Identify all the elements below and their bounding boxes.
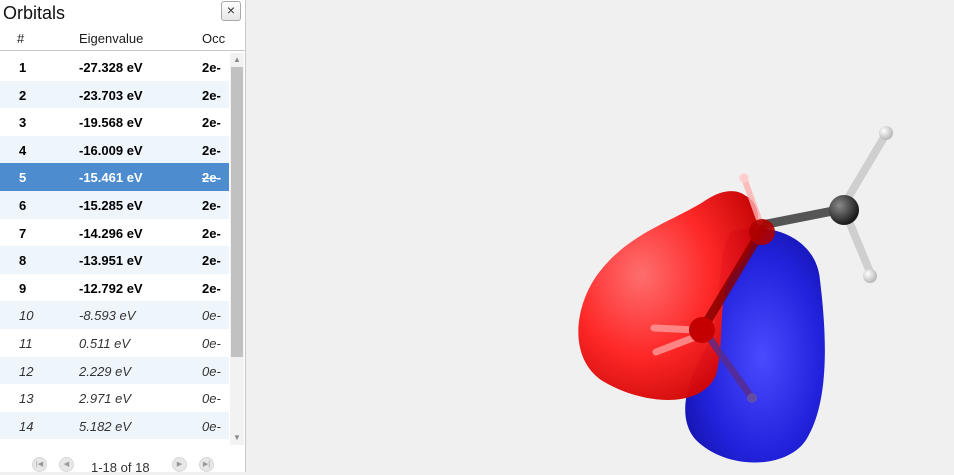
row-occupancy: 2e- <box>202 253 221 269</box>
row-index: 11 <box>19 335 33 351</box>
row-index: 5 <box>19 170 27 186</box>
row-eigenvalue: -15.285 eV <box>79 197 143 213</box>
carbon-atom-center <box>749 219 775 245</box>
bond-c-h-left2 <box>652 332 702 356</box>
row-eigenvalue: -19.568 eV <box>79 115 143 131</box>
first-page-icon[interactable]: |◀ <box>32 457 47 472</box>
row-occupancy: 2e- <box>202 142 221 158</box>
column-header-index[interactable]: # <box>17 31 25 46</box>
orbital-table-body: 1 -27.328 eV 2e- 2 -23.703 eV 2e- 3 -19.568 eV 2… <box>0 53 229 440</box>
row-occupancy: 0e- <box>202 418 221 434</box>
next-page-icon[interactable]: ▶ <box>172 457 187 472</box>
table-row[interactable]: 7 -14.296 eV 2e- <box>0 219 229 247</box>
row-index: 4 <box>19 142 27 158</box>
row-eigenvalue: -12.792 eV <box>79 280 143 296</box>
row-eigenvalue: -15.461 eV <box>79 170 143 186</box>
bond-back <box>757 205 843 230</box>
table-row[interactable]: 4 -16.009 eV 2e- <box>0 135 229 164</box>
table-row[interactable]: 5 -15.461 eV 2e- <box>0 163 229 191</box>
row-occupancy: 2e- <box>202 170 221 186</box>
table-header: # Eigenvalue Occ <box>0 26 245 51</box>
table-row[interactable]: 11 0.511 eV 0e- <box>0 329 229 357</box>
orbital-render <box>578 126 893 463</box>
row-index: 13 <box>19 391 34 407</box>
row-eigenvalue: 5.182 eV <box>79 418 132 434</box>
table-row[interactable]: 14 5.182 eV 0e- <box>0 411 229 440</box>
carbon-atom-methyl <box>829 195 859 225</box>
column-header-eigenvalue[interactable]: Eigenvalue <box>79 31 144 46</box>
scroll-down-arrow-icon[interactable]: ▼ <box>233 433 241 442</box>
pager-range-text: 1-18 of 18 <box>91 460 150 475</box>
molecule-viewer[interactable] <box>246 0 954 472</box>
carbon-atom-lower <box>689 317 715 343</box>
row-occupancy: 2e- <box>202 280 221 296</box>
row-index: 12 <box>19 363 34 379</box>
table-row[interactable]: 8 -13.951 eV 2e- <box>0 246 229 274</box>
last-page-icon[interactable]: ▶| <box>199 457 214 472</box>
panel-titlebar: Orbitals × <box>0 0 245 26</box>
row-eigenvalue: -27.328 eV <box>79 60 143 75</box>
row-index: 9 <box>19 280 27 296</box>
row-occupancy: 2e- <box>202 60 221 75</box>
column-header-occupancy[interactable]: Occ <box>202 31 226 46</box>
row-index: 8 <box>19 253 27 269</box>
table-row[interactable]: 9 -12.792 eV 2e- <box>0 274 229 302</box>
hydrogen-atom-top-right <box>879 126 893 140</box>
row-eigenvalue: -13.951 eV <box>79 253 143 269</box>
row-index: 2 <box>19 87 27 103</box>
panel-title: Orbitals <box>3 3 66 23</box>
bond-c-h-left <box>650 324 700 334</box>
row-index: 10 <box>19 308 34 324</box>
row-occupancy: 0e- <box>202 391 221 407</box>
scroll-up-arrow-icon[interactable]: ▲ <box>233 55 241 64</box>
row-index: 14 <box>19 418 34 434</box>
table-scrollbar[interactable]: ▲ ▼ <box>230 53 244 445</box>
row-index: 7 <box>19 225 27 241</box>
scrollbar-thumb[interactable] <box>231 67 243 357</box>
hydrogen-atom-top <box>739 173 749 183</box>
row-index: 1 <box>19 60 27 75</box>
bond-c-h-lower <box>704 332 756 402</box>
table-row[interactable]: 12 2.229 eV 0e- <box>0 356 229 385</box>
row-index: 3 <box>19 115 27 131</box>
row-occupancy: 2e- <box>202 87 221 103</box>
row-eigenvalue: -14.296 eV <box>79 225 143 241</box>
row-occupancy: 2e- <box>202 115 221 131</box>
row-eigenvalue: -16.009 eV <box>79 142 143 158</box>
row-occupancy: 2e- <box>202 225 221 241</box>
bond-c-c <box>697 225 767 335</box>
row-occupancy: 0e- <box>202 308 221 324</box>
row-occupancy: 0e- <box>202 335 221 351</box>
row-occupancy: 2e- <box>202 197 221 213</box>
table-row[interactable]: 3 -19.568 eV 2e- <box>0 108 229 136</box>
table-row[interactable]: 10 -8.593 eV 0e- <box>0 301 229 329</box>
row-eigenvalue: -23.703 eV <box>79 87 143 103</box>
table-row[interactable]: 2 -23.703 eV 2e- <box>0 80 229 109</box>
orbitals-panel: Orbitals × # Eigenvalue Occ 1 -27.328 eV 2… <box>0 0 246 475</box>
pager: |◀ ◀ 1-18 of 18 ▶ ▶| <box>0 452 245 475</box>
close-button[interactable]: × <box>221 1 241 21</box>
hydrogen-atom-lower <box>747 393 757 403</box>
hydrogen-atom-right <box>863 269 877 283</box>
row-eigenvalue: 0.511 eV <box>79 335 131 351</box>
table-row[interactable]: 1 -27.328 eV 2e- <box>0 53 229 81</box>
bond-h-far <box>838 130 890 212</box>
table-row[interactable]: 13 2.971 eV 0e- <box>0 384 229 412</box>
row-eigenvalue: 2.971 eV <box>79 391 132 407</box>
row-eigenvalue: 2.229 eV <box>79 363 132 379</box>
row-index: 6 <box>19 197 27 213</box>
row-eigenvalue: -8.593 eV <box>79 308 136 324</box>
row-occupancy: 0e- <box>202 363 221 379</box>
table-row[interactable]: 6 -15.285 eV 2e- <box>0 190 229 219</box>
bond-c-h-top <box>741 175 763 225</box>
previous-page-icon[interactable]: ◀ <box>59 457 74 472</box>
